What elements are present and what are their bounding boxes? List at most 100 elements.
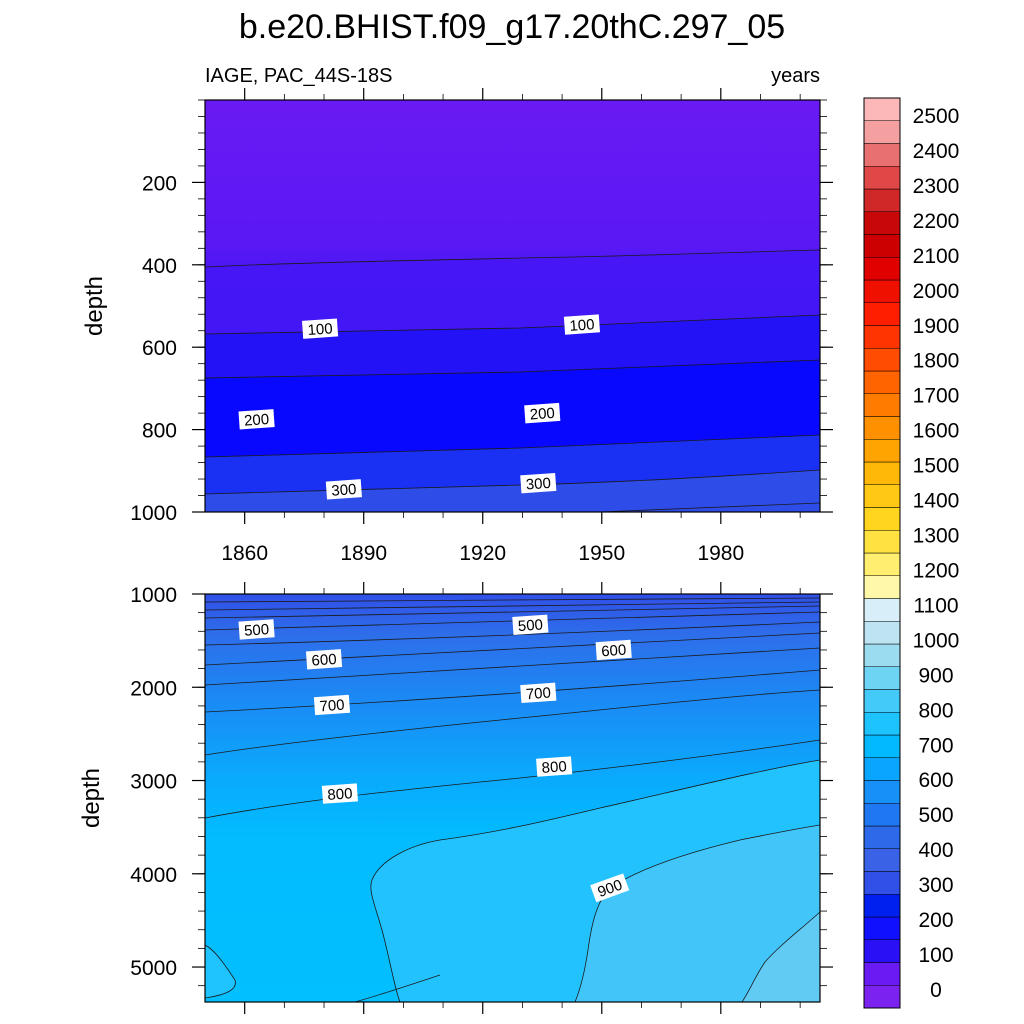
colorbar-label: 1300 [913, 525, 960, 548]
upper-y-axis-label: depth [81, 276, 108, 336]
x-tick-label: 1860 [221, 542, 268, 565]
colorbar-swatch [863, 871, 901, 895]
colorbar-swatch [863, 393, 901, 417]
y-tick-label: 1000 [130, 502, 177, 525]
upper-y-axis: 200 400 600 800 1000 [130, 99, 833, 525]
lower-contour-line [205, 669, 820, 713]
contour-label-text: 600 [601, 642, 627, 661]
colorbar-swatch [863, 143, 901, 167]
colorbar-label: 200 [918, 909, 953, 932]
y-tick-label: 4000 [130, 864, 177, 887]
contour-label-text: 100 [569, 316, 595, 335]
contour-label-text: 500 [244, 621, 270, 640]
colorbar-label: 300 [918, 874, 953, 897]
colorbar-label: 1000 [913, 629, 960, 652]
colorbar-swatch [863, 166, 901, 190]
colorbar-swatch [863, 643, 901, 667]
contour-label-text: 200 [529, 405, 555, 424]
colorbar-label: 1500 [913, 455, 960, 478]
colorbar-label: 1900 [913, 315, 960, 338]
contour-label-box [595, 639, 632, 661]
upper-contour-line [205, 314, 820, 335]
contour-label-box [512, 614, 549, 635]
contour-label-box [520, 682, 557, 704]
upper-panel: 100 100 200 200 300 300 200 400 600 800 1000 1860… [81, 88, 833, 565]
contour-label-text: 800 [327, 785, 353, 804]
colorbar-label: 1600 [913, 420, 960, 443]
lower-band-900 [575, 825, 820, 1002]
colorbar-swatch [863, 325, 901, 349]
lower-panel-frame [204, 593, 821, 1003]
lower-contour-line [205, 689, 820, 756]
colorbar-swatch [863, 370, 901, 394]
colorbar-swatch [863, 985, 901, 1009]
contour-label-text: 700 [525, 684, 551, 703]
colorbar-swatch [863, 279, 901, 303]
upper-contour-line [599, 502, 820, 512]
colorbar-swatch [863, 621, 901, 645]
colorbar-label: 900 [918, 664, 953, 687]
contour-label-box [238, 409, 275, 430]
x-tick-label: 1920 [459, 542, 506, 565]
upper-x-axis: 1860 1890 1920 1950 1980 [221, 88, 801, 565]
colorbar-swatch [863, 598, 901, 622]
colorbar-swatch [863, 734, 901, 758]
colorbar-label: 500 [918, 804, 953, 827]
lower-band-950 [742, 912, 820, 1002]
x-tick-label: 1890 [340, 542, 387, 565]
contour-label: 300 [520, 472, 557, 494]
colorbar-label: 800 [918, 699, 953, 722]
upper-band-150 [205, 315, 820, 378]
colorbar-swatch [863, 894, 901, 918]
colorbar-swatch [863, 188, 901, 212]
lower-contour-line [741, 911, 820, 1002]
colorbar-swatch [863, 825, 901, 849]
colorbar-swatch [863, 439, 901, 463]
contour-label-box [321, 783, 358, 804]
lower-y-axis-label: depth [78, 768, 105, 828]
contour-label: 700 [520, 682, 557, 704]
contour-label-box [524, 402, 561, 424]
contour-label-box [301, 318, 339, 339]
contour-label: 500 [512, 614, 549, 635]
upper-contour-line [205, 249, 820, 268]
y-tick-label: 3000 [130, 771, 177, 794]
contour-label-text: 800 [541, 758, 567, 777]
contour-label-text: 300 [331, 481, 357, 500]
colorbar-label: 1700 [913, 385, 960, 408]
upper-band-300 [205, 470, 820, 512]
colorbar-label: 1800 [913, 350, 960, 373]
colorbar-swatch [863, 757, 901, 781]
contour-label: 300 [325, 479, 362, 500]
contour-label-text: 100 [307, 320, 333, 339]
contour-label: 100 [563, 314, 601, 335]
y-tick-label: 200 [142, 172, 177, 195]
contour-label: 800 [536, 756, 573, 777]
colorbar-swatch [863, 348, 901, 372]
contour-label-text: 300 [525, 475, 551, 494]
colorbar-swatch [863, 666, 901, 690]
contour-label: 100 [301, 318, 339, 339]
lower-y-axis: 1000 2000 3000 4000 5000 [130, 584, 833, 987]
colorbar-swatch [863, 962, 901, 986]
colorbar: 0 100 200 300 400 500 600 700 800 900 1000 1100 1200… [863, 97, 960, 1009]
colorbar-swatch [863, 780, 901, 804]
y-tick-label: 2000 [130, 677, 177, 700]
lower-contour-line [205, 601, 820, 611]
y-tick-label: 600 [142, 337, 177, 360]
contour-label-text: 600 [311, 651, 337, 670]
contour-label-box [536, 756, 573, 777]
contour-label-box [590, 873, 630, 903]
upper-panel-frame [204, 99, 821, 513]
colorbar-label: 400 [918, 839, 953, 862]
lower-contour-line [205, 597, 820, 603]
y-tick-label: 5000 [130, 957, 177, 980]
lower-contour-line [205, 621, 820, 646]
x-tick-label: 1980 [697, 542, 744, 565]
colorbar-swatch [863, 257, 901, 281]
contour-label: 700 [313, 694, 351, 715]
colorbar-swatch [863, 552, 901, 576]
